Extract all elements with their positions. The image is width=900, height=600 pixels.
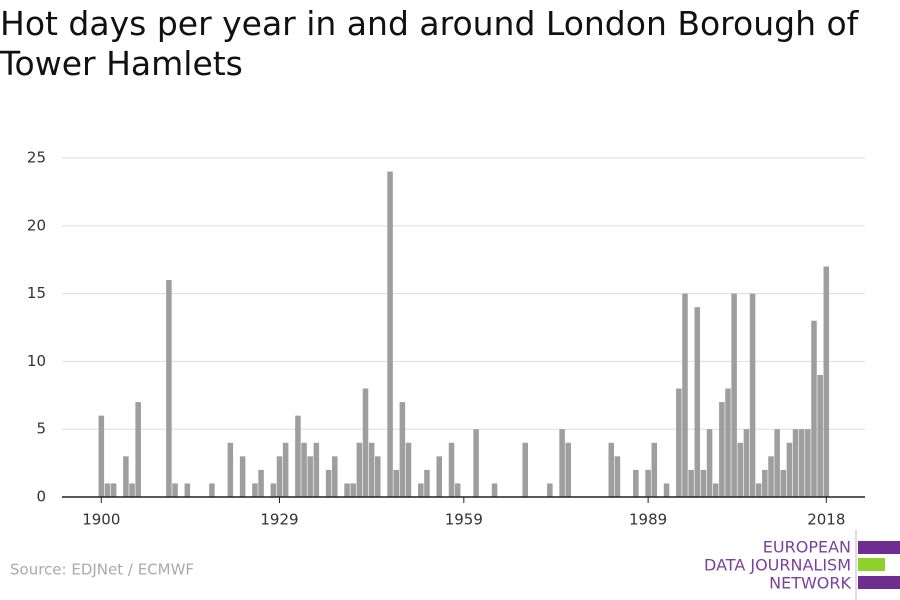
bar — [129, 483, 135, 497]
bar — [491, 483, 498, 497]
bar — [123, 456, 129, 497]
bar — [98, 415, 105, 497]
bar — [743, 429, 750, 497]
bar — [344, 483, 350, 497]
bar — [811, 320, 817, 497]
bar — [399, 402, 406, 497]
bar — [393, 469, 399, 497]
bar — [295, 415, 301, 497]
bar — [368, 442, 375, 497]
bar — [663, 483, 670, 497]
bar — [135, 402, 141, 497]
bar — [252, 483, 258, 497]
y-tick-label: 25 — [27, 149, 46, 167]
bar — [166, 280, 172, 497]
bar — [731, 293, 737, 497]
bar — [547, 483, 553, 497]
bar — [424, 469, 430, 497]
bar — [676, 388, 682, 497]
bar — [325, 469, 332, 497]
bar — [712, 483, 719, 497]
bar — [375, 456, 381, 497]
bar — [172, 483, 178, 497]
bar — [387, 171, 393, 497]
bar — [737, 442, 744, 497]
bar — [651, 442, 658, 497]
bar — [270, 483, 277, 497]
bar — [313, 442, 320, 497]
y-tick-label: 15 — [27, 284, 46, 302]
bar — [473, 429, 479, 497]
bar — [774, 429, 780, 497]
bar — [706, 429, 713, 497]
bar — [608, 442, 615, 497]
bar — [110, 483, 117, 497]
bar — [332, 456, 338, 497]
bar — [688, 469, 694, 497]
logo-text: EUROPEAN — [763, 538, 851, 557]
bar — [823, 266, 830, 497]
bar — [633, 469, 639, 497]
bar — [405, 442, 412, 497]
bar — [749, 293, 756, 497]
bar — [762, 469, 768, 497]
bar — [805, 429, 811, 497]
bar — [104, 483, 111, 497]
logo-bar — [858, 576, 900, 589]
bar — [276, 456, 283, 497]
bar — [645, 469, 651, 497]
bar — [798, 429, 805, 497]
y-tick-label: 0 — [36, 488, 46, 506]
bar — [719, 402, 725, 497]
bar — [258, 469, 264, 497]
x-tick-label: 1989 — [629, 511, 667, 529]
bar — [418, 483, 424, 497]
bar — [725, 388, 731, 497]
y-tick-label: 5 — [36, 420, 46, 438]
logo-text: DATA JOURNALISM — [704, 556, 851, 575]
bar — [694, 307, 701, 497]
bar — [301, 442, 307, 497]
x-tick-label: 2018 — [807, 511, 845, 529]
bar — [522, 442, 529, 497]
bar — [436, 456, 442, 497]
logo-text: NETWORK — [769, 574, 851, 593]
source: Source: EDJNet / ECMWF — [10, 561, 194, 579]
bar — [559, 429, 565, 497]
chart-title: Hot days per year in and around London B… — [0, 4, 859, 83]
bar — [362, 388, 369, 497]
bar — [565, 442, 572, 497]
logo-bar — [858, 558, 885, 571]
bar — [454, 483, 461, 497]
bar — [700, 469, 707, 497]
bar — [184, 483, 191, 497]
bar — [786, 442, 793, 497]
bar — [227, 442, 234, 497]
x-tick-label: 1900 — [82, 511, 120, 529]
x-tick-label: 1929 — [260, 511, 298, 529]
bar — [817, 374, 823, 497]
bar — [282, 442, 289, 497]
bar — [768, 456, 774, 497]
bar — [792, 429, 799, 497]
bar — [448, 442, 455, 497]
bar — [350, 483, 356, 497]
x-tick-label: 1959 — [445, 511, 483, 529]
bar — [209, 483, 215, 497]
bar — [614, 456, 621, 497]
bar — [239, 456, 246, 497]
y-tick-label: 10 — [27, 352, 46, 370]
bar — [356, 442, 363, 497]
bar — [682, 293, 688, 497]
bar — [307, 456, 313, 497]
logo-bar — [858, 541, 900, 554]
bar — [755, 483, 762, 497]
bar — [780, 469, 787, 497]
y-tick-label: 20 — [27, 216, 46, 234]
